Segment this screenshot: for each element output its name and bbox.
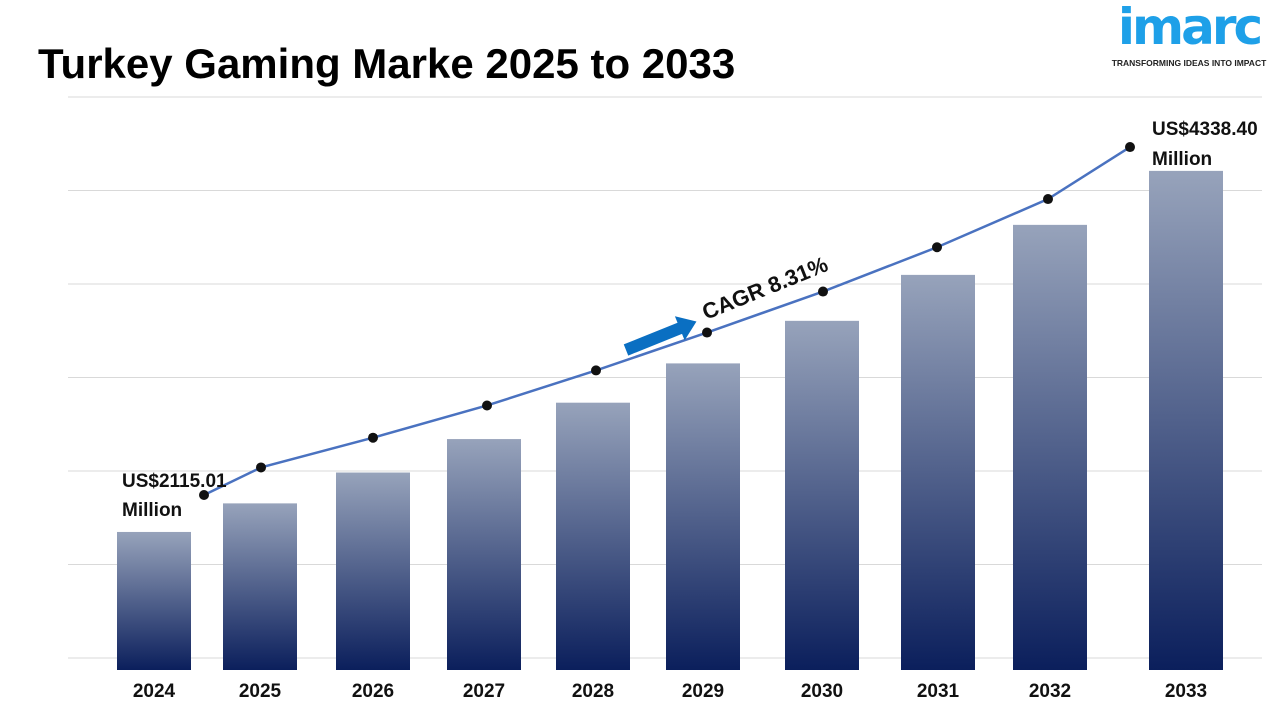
bar-2024 — [117, 531, 191, 670]
logo-tagline: TRANSFORMING IDEAS INTO IMPACT — [1111, 58, 1267, 68]
x-tick-label: 2027 — [463, 681, 505, 702]
cagr-label: CAGR 8.31% — [699, 252, 832, 325]
bar-2027 — [447, 439, 521, 670]
trend-point — [702, 327, 712, 338]
start-value-label: US$2115.01 — [122, 471, 227, 492]
bar-2032 — [1013, 224, 1087, 670]
x-tick-label: 2025 — [239, 681, 282, 702]
trend-point — [1125, 142, 1135, 153]
trend-point — [591, 365, 601, 376]
trend-point — [482, 400, 492, 411]
chart-title: Turkey Gaming Marke 2025 to 2033 — [38, 40, 736, 87]
bar-2033 — [1149, 170, 1223, 671]
end-value-label: US$4338.40 — [1152, 119, 1258, 140]
trend-point — [368, 432, 378, 443]
x-tick-label: 2033 — [1165, 681, 1207, 702]
trend-point — [932, 242, 942, 253]
trend-point — [818, 286, 828, 297]
x-tick-label: 2030 — [801, 681, 843, 702]
bar-2028 — [556, 402, 630, 670]
cagr-arrow-icon — [623, 316, 697, 356]
bar-2030 — [785, 320, 859, 670]
trend-point — [199, 490, 209, 500]
trend-point — [256, 462, 266, 473]
bar-2031 — [901, 274, 975, 670]
x-tick-label: 2032 — [1029, 681, 1071, 702]
end-unit-label: Million — [1152, 149, 1212, 170]
x-tick-label: 2024 — [133, 681, 176, 702]
x-tick-label: 2031 — [917, 681, 960, 702]
trend-point — [1043, 194, 1053, 205]
start-unit-label: Million — [122, 500, 182, 521]
x-tick-label: 2029 — [682, 681, 724, 702]
bar-2026 — [336, 472, 410, 670]
trend-line — [203, 145, 1131, 497]
x-tick-label: 2026 — [352, 681, 394, 702]
imarc-logo: imarc TRANSFORMING IDEAS INTO IMPACT — [1100, 2, 1278, 68]
bar-2029 — [666, 363, 740, 670]
x-tick-label: 2028 — [572, 681, 614, 702]
logo-wordmark: imarc — [1117, 0, 1263, 56]
bar-2025 — [223, 503, 297, 670]
